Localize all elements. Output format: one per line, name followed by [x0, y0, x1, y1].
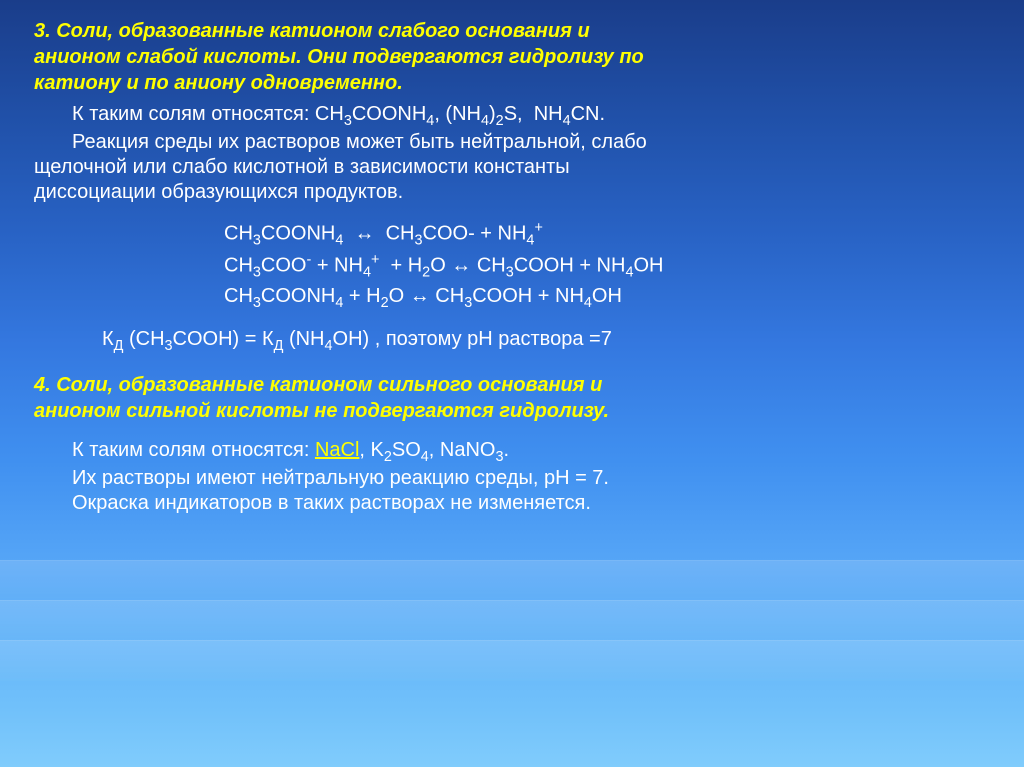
section3-p3: щелочной или слабо кислотной в зависимос…	[34, 155, 990, 180]
formula: CH3COO- + NH4+ + H2O ↔ CH3COOH + NH4OH	[224, 251, 990, 283]
heading-line: 4. Соли, образованные катионом сильного …	[34, 374, 602, 396]
section3-formulas: CH3COONH4 ↔ CH3COO- + NH4+ CH3COO- + NH4…	[224, 219, 990, 314]
formula: CH3COONH4 + H2O ↔ CH3COOH + NH4OH	[224, 283, 990, 313]
section3-p4: диссоциации образующихся продуктов.	[34, 180, 990, 205]
formula: CH3COONH4 ↔ CH3COO- + NH4+	[224, 219, 990, 251]
text-after: , K2SO4, NaNO3.	[359, 439, 509, 461]
heading-line: анионом слабой кислоты. Они подвергаются…	[34, 46, 644, 68]
section4-p3: Окраска индикаторов в таких растворах не…	[34, 491, 990, 516]
heading-line: анионом сильной кислоты не подвергаются …	[34, 400, 609, 422]
wave-decoration	[0, 640, 1024, 681]
heading-line: катиону и по аниону одновременно.	[34, 72, 403, 94]
wave-decoration	[0, 560, 1024, 601]
text-before: К таким солям относятся:	[72, 439, 315, 461]
section4-p2: Их растворы имеют нейтральную реакцию ср…	[34, 466, 990, 491]
wave-decoration	[0, 600, 1024, 641]
slide-content: 3. Соли, образованные катионом слабого о…	[34, 18, 990, 516]
section4-p1: К таким солям относятся: NaCl, K2SO4, Na…	[34, 438, 990, 466]
heading-line: 3. Соли, образованные катионом слабого о…	[34, 20, 590, 42]
section4-heading: 4. Соли, образованные катионом сильного …	[34, 372, 990, 424]
nacl-highlight: NaCl	[315, 439, 359, 461]
kd-equation: КД (CH3COOH) = КД (NH4OH) , поэтому рН р…	[102, 328, 990, 354]
section3-p1: К таким солям относятся: CH3COONH4, (NH4…	[34, 102, 990, 130]
section3-heading: 3. Соли, образованные катионом слабого о…	[34, 18, 990, 96]
section3-p2: Реакция среды их растворов может быть не…	[34, 130, 990, 155]
